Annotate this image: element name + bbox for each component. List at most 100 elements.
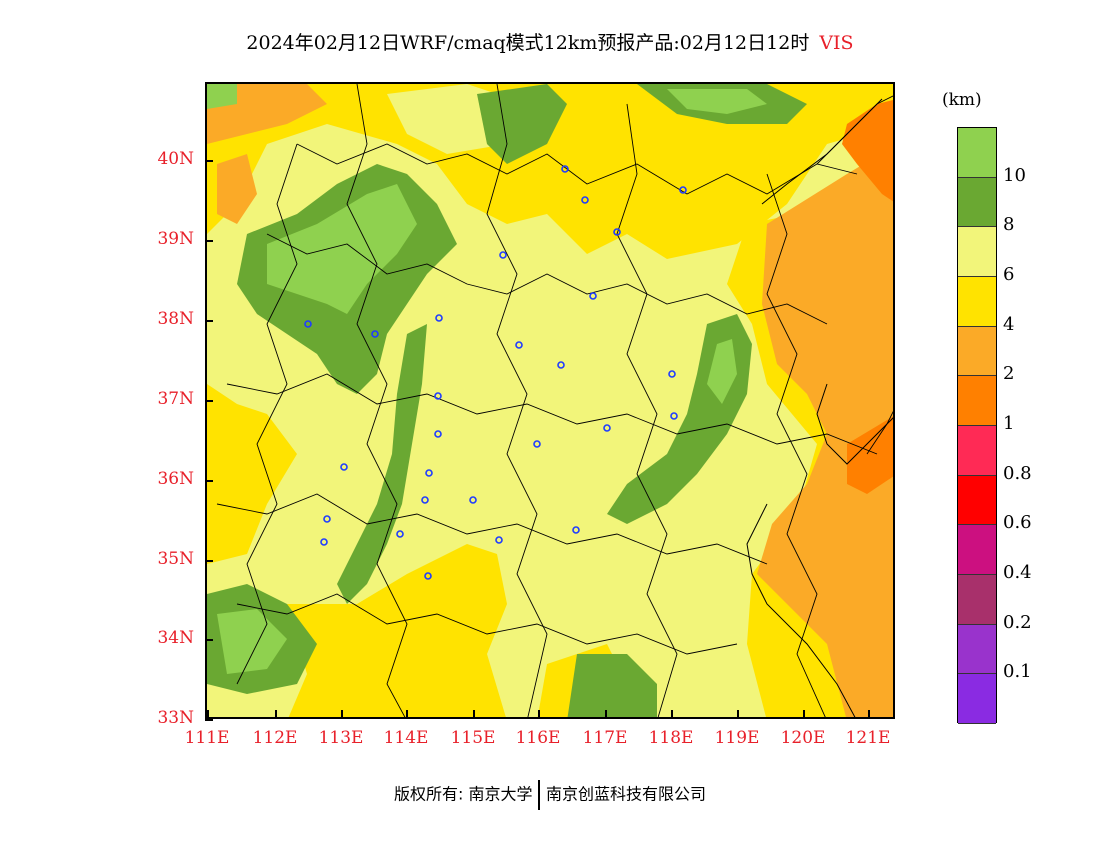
station-marker <box>469 496 477 504</box>
footer-separator <box>538 780 540 810</box>
colorbar-segment <box>958 475 996 526</box>
field-2-4km-west <box>217 154 257 224</box>
station-marker <box>304 320 312 328</box>
lat-tick <box>205 719 213 721</box>
lat-tick <box>205 320 213 322</box>
title-main: 2024年02月12日WRF/cmaq模式12km预报产品:02月12日12时 <box>246 32 810 54</box>
field-1-2km-shandong <box>847 416 893 494</box>
lon-tick <box>605 710 607 718</box>
station-marker <box>320 538 328 546</box>
lon-label: 115E <box>450 728 496 748</box>
lon-label: 121E <box>845 728 891 748</box>
colorbar-segment <box>958 426 996 476</box>
lat-tick <box>205 240 213 242</box>
lon-label: 120E <box>780 728 826 748</box>
lon-label: 112E <box>252 728 298 748</box>
field-10km-taihang <box>267 184 417 314</box>
field-8-10km-north <box>477 84 567 164</box>
colorbar-level-label: 10 <box>1003 164 1026 186</box>
field-2-4km-east <box>757 146 893 717</box>
lon-label: 119E <box>714 728 760 748</box>
colorbar-segment <box>958 326 996 377</box>
station-marker <box>421 496 429 504</box>
lat-label: 36N <box>157 469 194 489</box>
colorbar-unit: (km) <box>942 90 982 110</box>
station-marker <box>613 228 621 236</box>
field-10km-shandong <box>707 339 737 404</box>
lon-tick <box>207 710 209 718</box>
station-marker <box>515 341 523 349</box>
station-marker <box>603 424 611 432</box>
station-marker <box>499 251 507 259</box>
field-4-6km-north <box>207 84 893 259</box>
station-marker <box>668 370 676 378</box>
field-10km-north <box>667 89 767 114</box>
lon-tick <box>671 710 673 718</box>
lon-label: 114E <box>383 728 429 748</box>
colorbar-segment <box>958 177 996 228</box>
lon-tick <box>275 710 277 718</box>
lon-tick <box>406 710 408 718</box>
station-marker <box>557 361 565 369</box>
colorbar-segment <box>958 674 996 724</box>
station-marker <box>396 530 404 538</box>
lat-label: 38N <box>157 309 194 329</box>
stations-layer <box>304 165 687 580</box>
colorbar-level-label: 0.2 <box>1003 611 1032 633</box>
colorbar-level-label: 6 <box>1003 264 1015 285</box>
lat-label: 35N <box>157 549 194 569</box>
lat-tick <box>205 480 213 482</box>
station-marker <box>495 536 503 544</box>
station-marker <box>572 526 580 534</box>
lat-tick <box>205 160 213 162</box>
station-marker <box>435 314 443 322</box>
lon-tick <box>538 710 540 718</box>
colorbar-level-label: 8 <box>1003 214 1015 236</box>
footer-copyright: 版权所有: 南京大学 <box>394 784 533 804</box>
forecast-map <box>205 82 895 719</box>
station-marker <box>425 469 433 477</box>
colorbar-segment <box>958 128 996 178</box>
lon-label: 111E <box>184 728 230 748</box>
colorbar-level-label: 0.1 <box>1003 661 1032 683</box>
lon-label: 113E <box>318 728 364 748</box>
colorbar-level-label: 2 <box>1003 363 1015 385</box>
lat-label: 34N <box>157 628 194 648</box>
lon-tick <box>473 710 475 718</box>
lat-tick <box>205 400 213 402</box>
station-marker <box>371 330 379 338</box>
colorbar-segment <box>958 277 996 327</box>
footer-company: 南京创蓝科技有限公司 <box>545 784 706 804</box>
colorbar-segment <box>958 575 996 625</box>
lat-label: 33N <box>157 708 194 728</box>
lon-tick <box>737 710 739 718</box>
title-variable: VIS <box>819 32 854 54</box>
colorbar-segment <box>958 376 996 426</box>
lat-tick <box>205 560 213 562</box>
lon-label: 118E <box>648 728 694 748</box>
lon-tick <box>341 710 343 718</box>
lat-tick <box>205 639 213 641</box>
lon-tick <box>868 710 870 718</box>
station-marker <box>424 572 432 580</box>
colorbar-level-label: 1 <box>1003 413 1015 434</box>
station-marker <box>340 463 348 471</box>
station-marker <box>679 186 687 194</box>
field-10km-northwest <box>207 84 237 109</box>
station-marker <box>670 412 678 420</box>
field-1-2km-northeast <box>842 100 893 202</box>
station-marker <box>434 392 442 400</box>
station-marker <box>434 430 442 438</box>
colorbar-segment <box>958 227 996 277</box>
station-marker <box>561 165 569 173</box>
station-marker <box>581 196 589 204</box>
colorbar-segment <box>958 624 996 675</box>
colorbar-segment <box>958 525 996 575</box>
field-8-10km-south <box>567 654 657 717</box>
coastline <box>746 98 893 717</box>
visibility-field <box>207 84 893 717</box>
lat-label: 37N <box>157 389 194 409</box>
field-4-6km-west <box>207 384 297 564</box>
station-marker <box>589 292 597 300</box>
field-4-6km-southwest <box>287 544 507 717</box>
